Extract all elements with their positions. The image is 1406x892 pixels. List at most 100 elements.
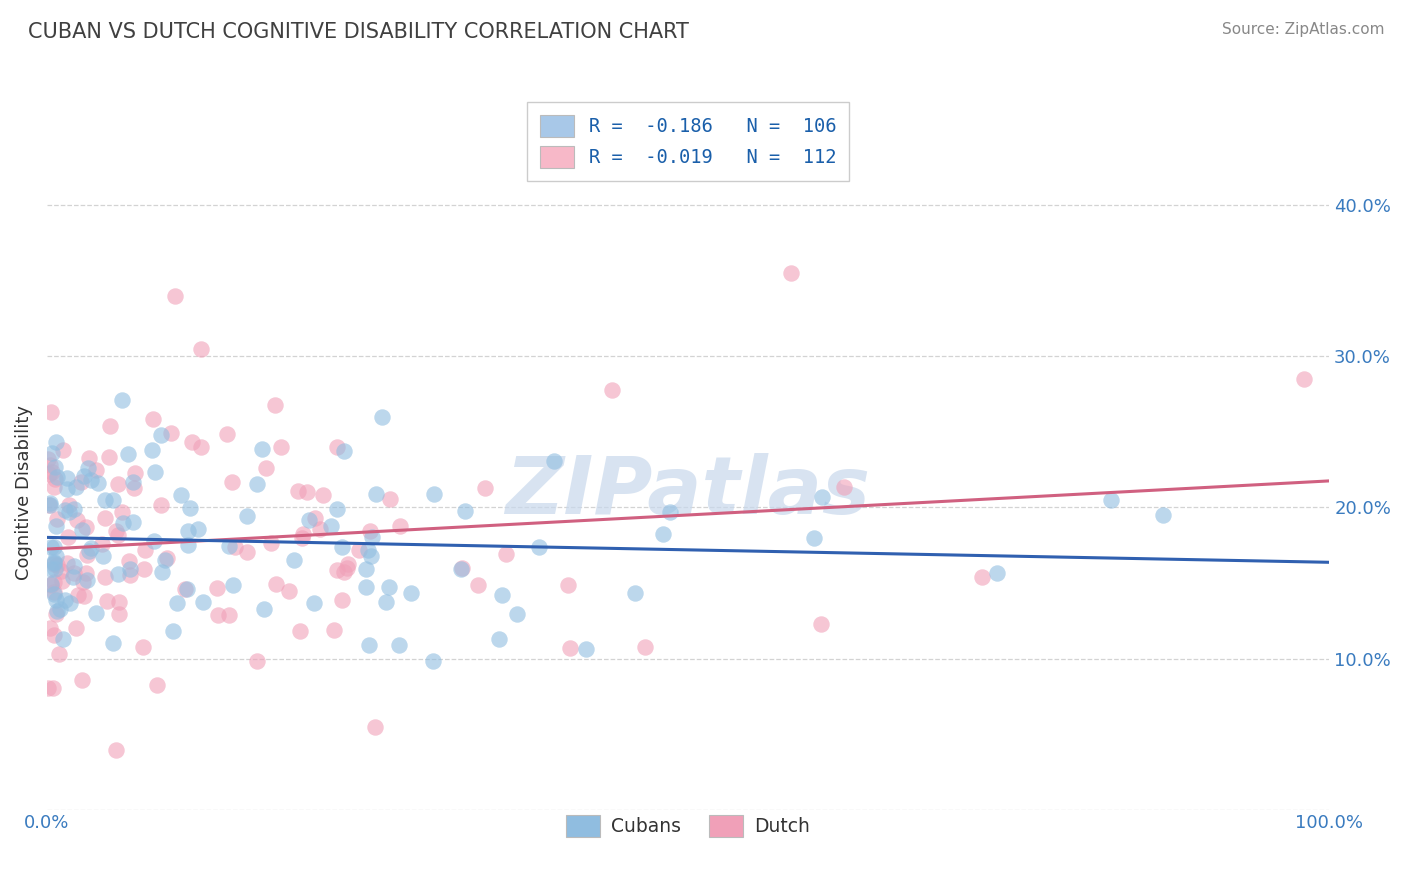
- Point: [58, 498, 80, 512]
- Point: [349, 542, 371, 557]
- Point: [378, 580, 401, 594]
- Point: [46, 558, 69, 572]
- Point: [506, 607, 529, 621]
- Point: [44, 472, 66, 486]
- Point: [39, 576, 62, 591]
- Point: [62, 570, 84, 584]
- Point: [166, 596, 188, 610]
- Point: [321, 519, 343, 533]
- Point: [236, 509, 259, 524]
- Point: [190, 440, 212, 454]
- Point: [45, 518, 67, 533]
- Point: [354, 562, 377, 576]
- Point: [94, 493, 117, 508]
- Point: [122, 475, 145, 489]
- Point: [118, 554, 141, 568]
- Point: [141, 411, 163, 425]
- Point: [527, 541, 550, 555]
- Point: [63, 566, 86, 581]
- Point: [474, 481, 496, 495]
- Point: [134, 542, 156, 557]
- Point: [450, 562, 472, 576]
- Point: [488, 632, 510, 647]
- Point: [803, 532, 825, 546]
- Point: [308, 522, 330, 536]
- Point: [143, 465, 166, 479]
- Point: [42, 541, 65, 555]
- Point: [810, 490, 832, 504]
- Point: [39, 496, 62, 510]
- Point: [146, 678, 169, 692]
- Point: [364, 487, 387, 501]
- Point: [283, 552, 305, 566]
- Point: [176, 582, 198, 596]
- Point: [39, 621, 62, 635]
- Point: [41, 446, 63, 460]
- Point: [107, 607, 129, 621]
- Point: [218, 607, 240, 622]
- Point: [105, 743, 128, 757]
- Point: [260, 535, 283, 549]
- Point: [45, 593, 67, 607]
- Point: [832, 480, 855, 494]
- Point: [56, 483, 79, 497]
- Point: [84, 606, 107, 620]
- Legend: R =  -0.186   N =  106, R =  -0.019   N =  112: R = -0.186 N = 106, R = -0.019 N = 112: [527, 102, 849, 181]
- Point: [141, 443, 163, 458]
- Point: [45, 512, 67, 526]
- Point: [38, 498, 60, 512]
- Point: [388, 519, 411, 533]
- Point: [170, 487, 193, 501]
- Point: [246, 477, 269, 491]
- Point: [1292, 372, 1315, 386]
- Point: [84, 462, 107, 476]
- Point: [98, 418, 121, 433]
- Point: [422, 654, 444, 668]
- Point: [378, 491, 401, 506]
- Point: [76, 519, 98, 533]
- Point: [177, 524, 200, 538]
- Text: CUBAN VS DUTCH COGNITIVE DISABILITY CORRELATION CHART: CUBAN VS DUTCH COGNITIVE DISABILITY CORR…: [28, 22, 689, 42]
- Point: [75, 566, 97, 580]
- Point: [450, 560, 472, 574]
- Point: [336, 561, 359, 575]
- Point: [278, 584, 301, 599]
- Point: [38, 458, 60, 472]
- Point: [93, 570, 115, 584]
- Point: [120, 567, 142, 582]
- Point: [623, 586, 645, 600]
- Point: [187, 522, 209, 536]
- Point: [246, 654, 269, 668]
- Point: [44, 557, 66, 571]
- Point: [658, 505, 681, 519]
- Point: [72, 575, 94, 590]
- Point: [121, 516, 143, 530]
- Point: [453, 504, 475, 518]
- Point: [66, 513, 89, 527]
- Point: [291, 531, 314, 545]
- Point: [70, 523, 93, 537]
- Point: [134, 562, 156, 576]
- Point: [371, 410, 394, 425]
- Point: [312, 488, 335, 502]
- Point: [44, 549, 66, 563]
- Point: [333, 443, 356, 458]
- Point: [364, 720, 387, 734]
- Point: [77, 544, 100, 558]
- Point: [65, 621, 87, 635]
- Point: [557, 577, 579, 591]
- Point: [153, 553, 176, 567]
- Point: [207, 608, 229, 623]
- Point: [96, 593, 118, 607]
- Point: [45, 607, 67, 621]
- Point: [149, 498, 172, 512]
- Point: [986, 566, 1008, 580]
- Point: [330, 541, 353, 555]
- Point: [44, 562, 66, 576]
- Point: [250, 442, 273, 456]
- Point: [111, 516, 134, 531]
- Point: [56, 557, 79, 571]
- Point: [224, 540, 246, 554]
- Point: [77, 461, 100, 475]
- Point: [290, 624, 312, 639]
